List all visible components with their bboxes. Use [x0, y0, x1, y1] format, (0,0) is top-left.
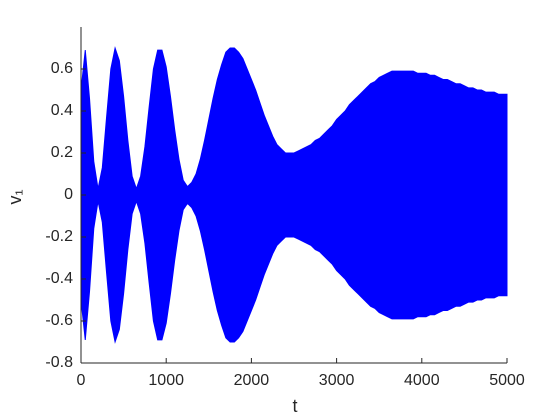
- x-axis-label: t: [292, 396, 297, 416]
- y-tick-label: -0.8: [45, 354, 73, 371]
- y-axis-label: v₁: [5, 189, 25, 204]
- x-tick-label: 1000: [148, 372, 184, 389]
- y-tick-label: -0.6: [45, 312, 73, 329]
- y-tick-label: -0.2: [45, 228, 73, 245]
- x-tick-label: 4000: [404, 372, 440, 389]
- x-tick-label: 0: [77, 372, 86, 389]
- signal-band: [80, 46, 508, 344]
- y-tick-label: 0: [64, 186, 73, 203]
- x-tick-label: 5000: [489, 372, 525, 389]
- x-tick-label: 2000: [234, 372, 270, 389]
- y-tick-label: 0.4: [51, 102, 73, 119]
- y-tick-label: -0.4: [45, 270, 73, 287]
- y-tick-label: 0.6: [51, 60, 73, 77]
- x-tick-label: 3000: [319, 372, 355, 389]
- y-tick-label: 0.2: [51, 144, 73, 161]
